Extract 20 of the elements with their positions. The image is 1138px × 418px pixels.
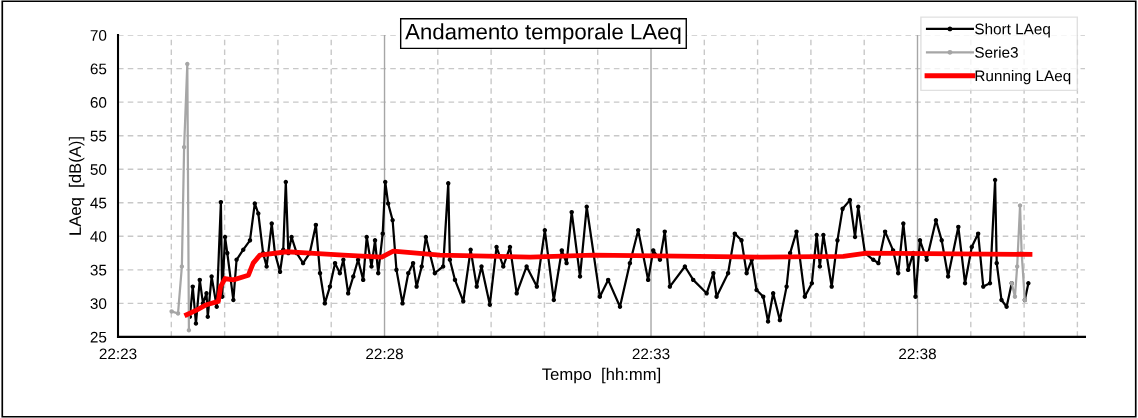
legend-label: Short LAeq — [975, 23, 1050, 38]
x-tick-label: 22:28 — [366, 348, 403, 360]
y-tick-label: 70 — [90, 29, 107, 41]
y-axis-title: LAeq [dB(A)] — [68, 137, 85, 235]
y-tick-label: 40 — [90, 231, 107, 242]
x-tick-label: 22:33 — [632, 348, 670, 360]
y-tick-label: 25 — [90, 331, 107, 343]
y-tick-label: 60 — [90, 97, 107, 108]
chart-title: Andamento temporale LAeq — [405, 23, 681, 44]
legend-label: Running LAeq — [975, 70, 1071, 85]
x-tick-label: 22:23 — [99, 348, 137, 360]
y-tick-label: 50 — [90, 164, 107, 175]
x-tick-label: 22:38 — [899, 348, 936, 360]
y-tick-label: 30 — [90, 298, 107, 310]
legend-label: Serie3 — [975, 46, 1018, 58]
y-tick-label: 45 — [90, 197, 107, 209]
y-tick-label: 35 — [90, 264, 107, 276]
x-axis-title: Tempo [hh:mm] — [542, 367, 661, 384]
y-tick-label: 65 — [90, 63, 107, 75]
y-tick-label: 55 — [90, 130, 107, 142]
